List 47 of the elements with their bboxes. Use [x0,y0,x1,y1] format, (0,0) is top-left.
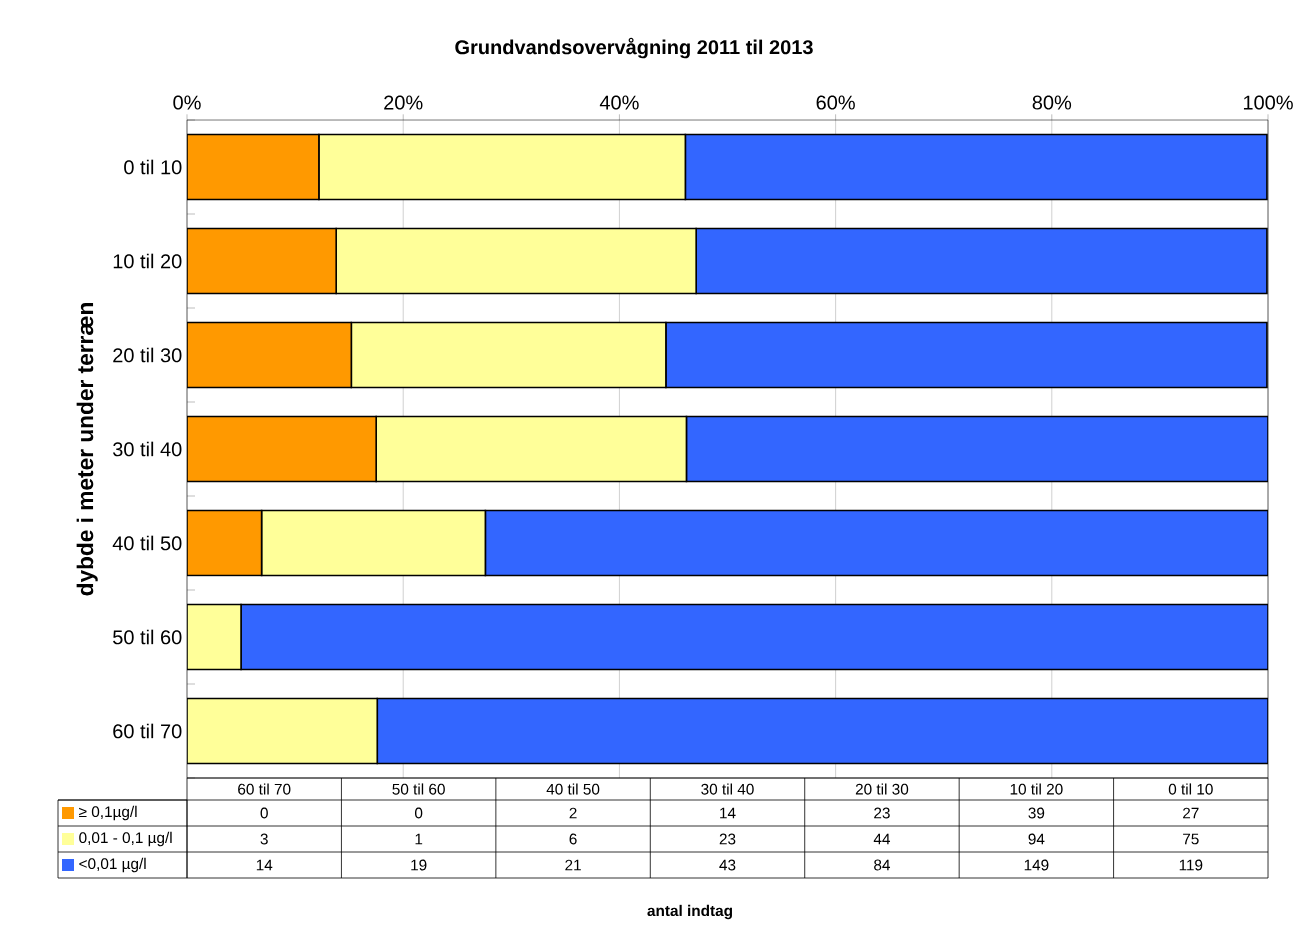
text: 23 [874,807,890,819]
text: 84 [874,859,891,871]
x-tick-label: 100% [1243,95,1293,110]
text: 27 [1183,807,1199,819]
text: 94 [1028,833,1045,845]
legend-label: ≥ 0,1µg/l [79,805,137,821]
text: 75 [1183,833,1199,845]
text: 14 [256,859,273,871]
text: 0 [260,807,268,819]
category-label: 10 til 20 [1010,783,1063,795]
y-tick-label: 0 til 10 [124,159,182,175]
y-axis-title: dybde i meter under terræn [76,303,98,596]
category-label: 60 til 70 [238,783,291,795]
legend-label: <0,01 µg/l [79,857,146,873]
text: 21 [565,859,581,871]
text: 1 [415,833,423,845]
x-tick-label: 80% [1032,95,1072,110]
y-tick-label: 10 til 20 [113,253,182,269]
text: 0 [414,807,423,819]
text: 44 [873,833,891,845]
text: 119 [1179,859,1203,871]
text: 19 [411,859,427,871]
category-label: 30 til 40 [701,783,754,795]
category-label: 50 til 60 [392,783,445,795]
y-tick-label: 30 til 40 [113,441,182,457]
text: antal indtag [647,904,732,920]
chart-title: Grundvandsovervågning 2011 til 2013 [455,37,813,59]
text: 39 [1028,807,1045,819]
y-tick-label: 60 til 70 [113,723,182,739]
y-tick-label: 50 til 60 [113,629,182,645]
text: 43 [719,859,736,871]
text: 149 [1024,859,1049,871]
text: 6 [569,833,577,845]
text: 3 [260,833,268,845]
text: 2 [569,807,577,819]
text: 14 [720,807,736,819]
text: 23 [719,833,736,845]
y-tick-label: 20 til 30 [113,347,182,363]
x-tick-label: 60% [816,95,855,110]
x-tick-label: 0% [173,95,201,110]
category-label: 0 til 10 [1168,783,1213,795]
legend-label: 0,01 - 0,1 µg/l [79,831,172,847]
category-label: 20 til 30 [855,783,909,795]
y-tick-label: 40 til 50 [112,535,182,551]
x-tick-label: 40% [599,95,639,110]
category-label: 40 til 50 [546,783,600,795]
x-tick-label: 20% [384,95,423,110]
